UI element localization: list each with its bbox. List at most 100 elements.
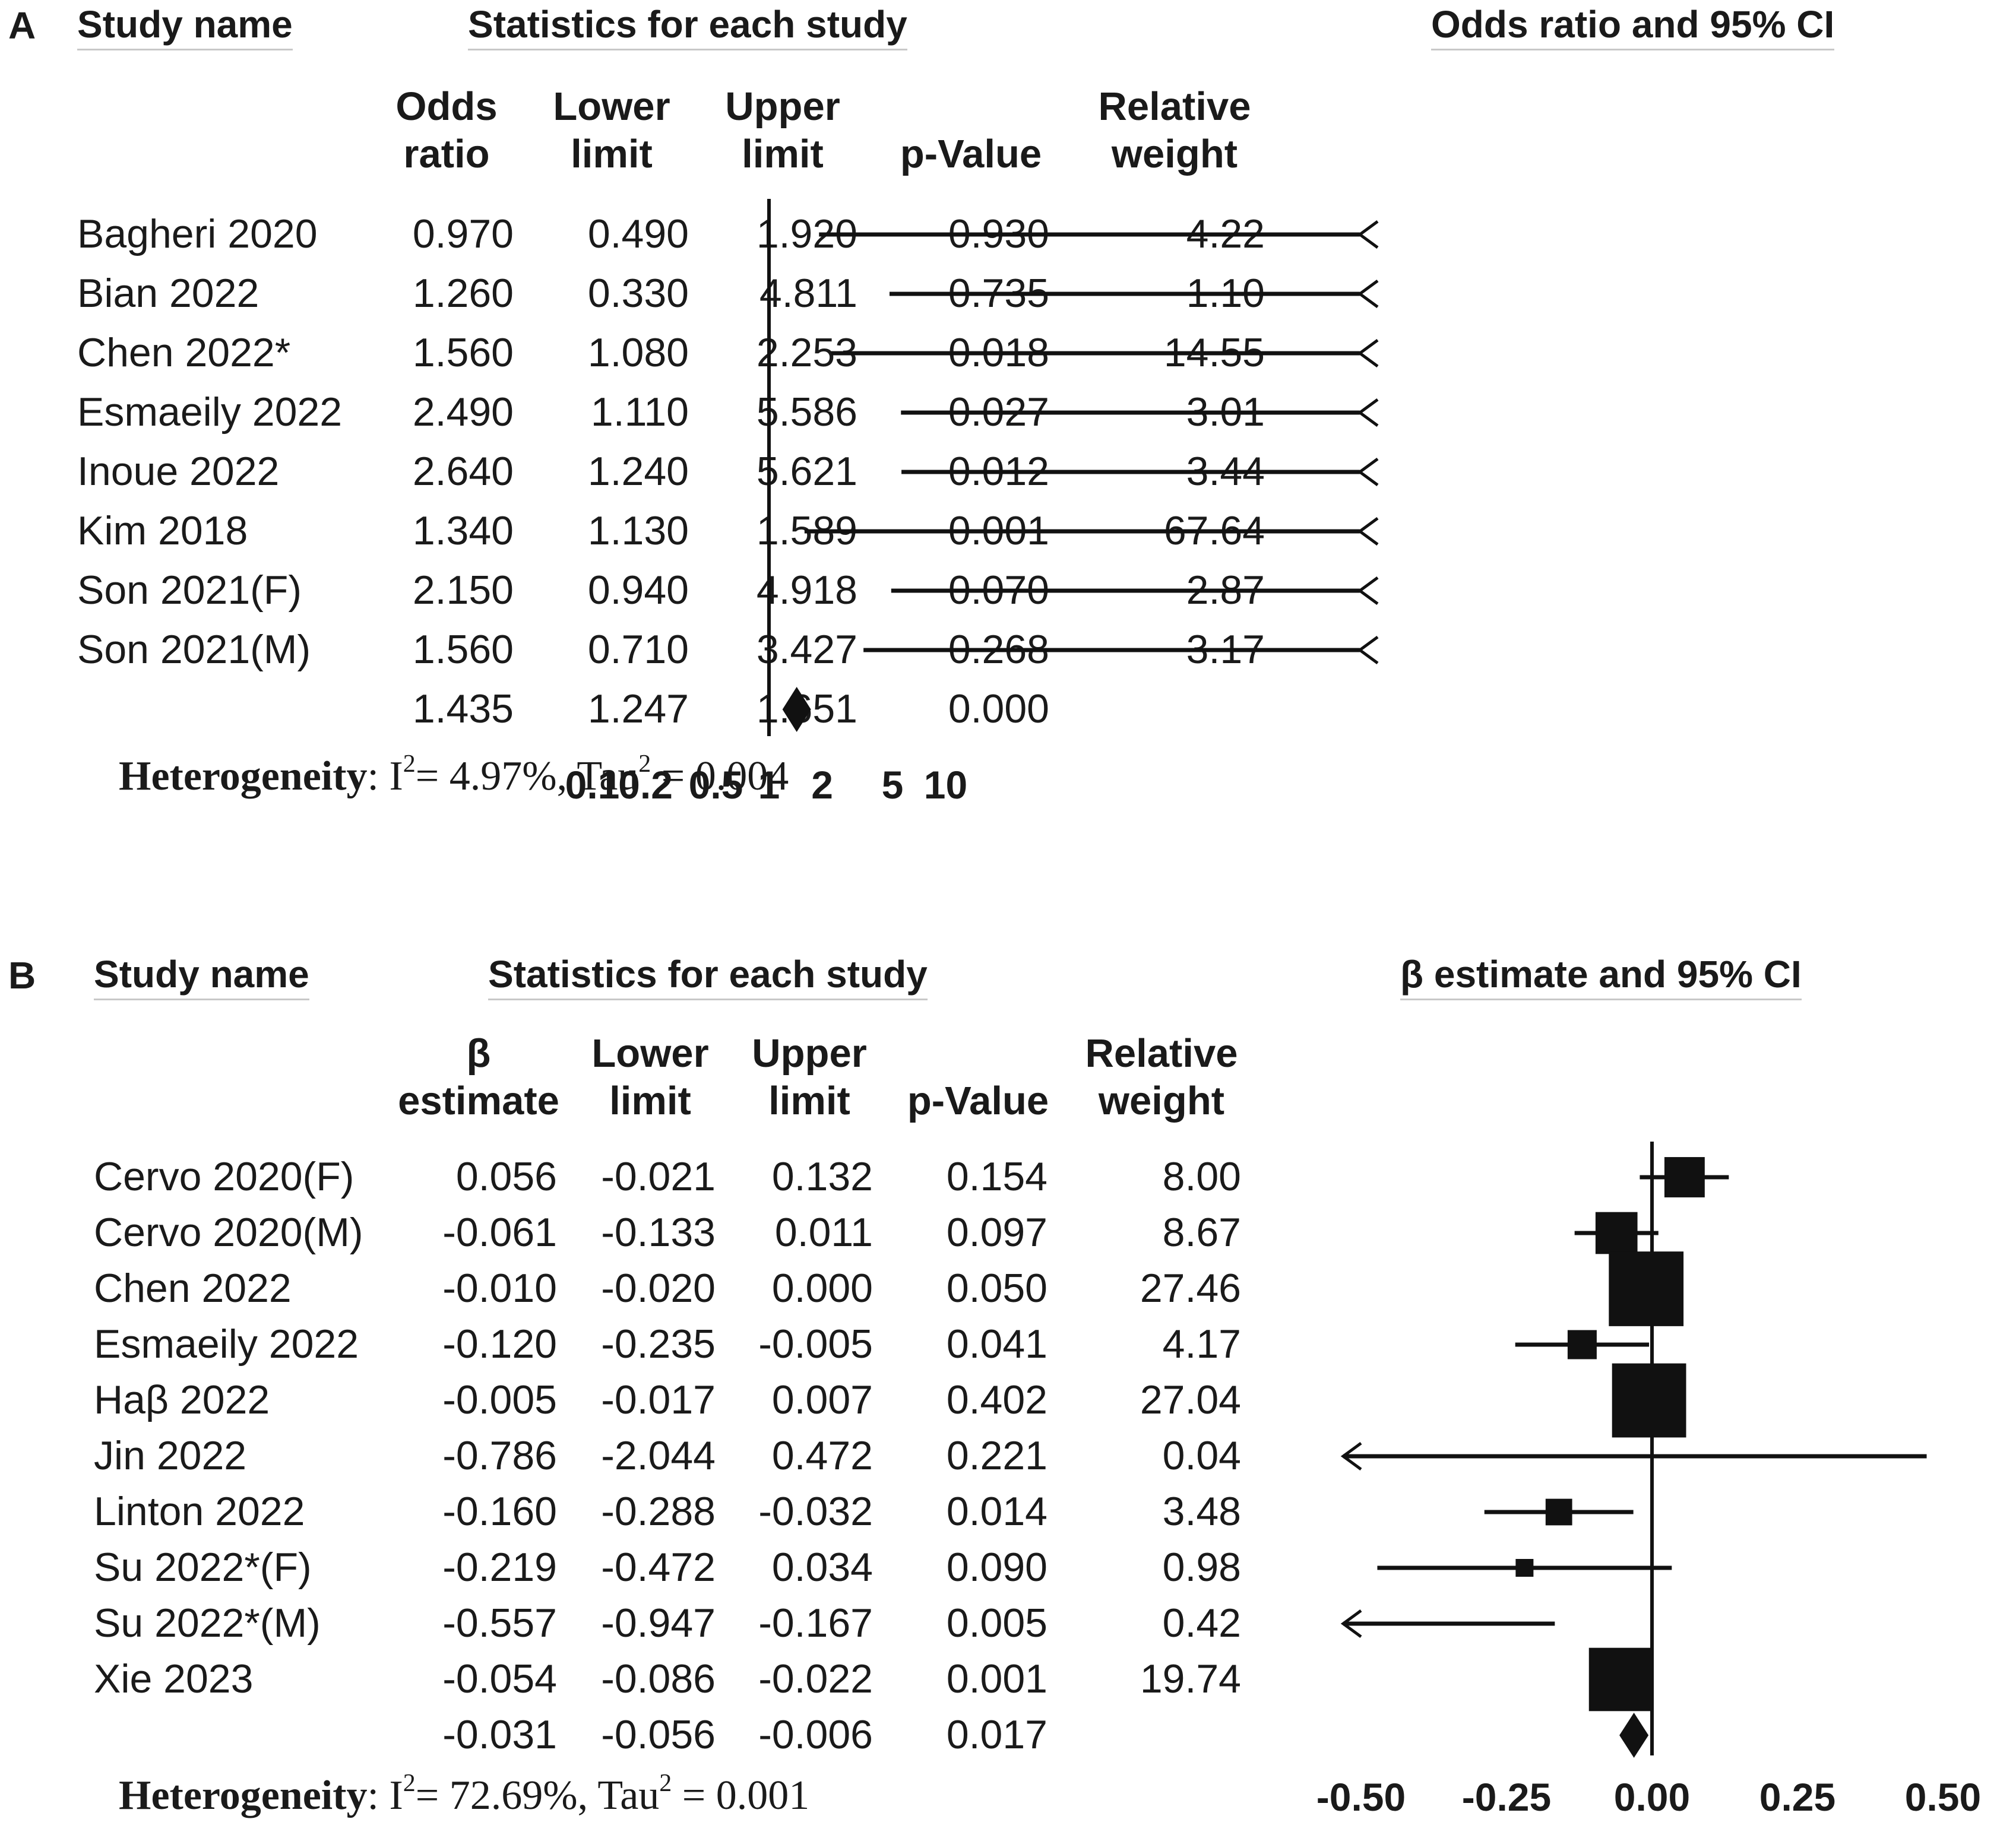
x-tick-label: 0.00 bbox=[1614, 1775, 1690, 1819]
lower-limit-cell: 0.330 bbox=[587, 271, 689, 316]
ci-arrow bbox=[1357, 279, 1379, 309]
estimate-cell: -0.786 bbox=[442, 1433, 557, 1478]
p-value-cell: 0.001 bbox=[946, 1656, 1047, 1701]
estimate-cell: 0.970 bbox=[412, 211, 514, 256]
estimate-cell: 2.490 bbox=[412, 389, 514, 435]
weight-cell: 8.67 bbox=[1162, 1210, 1241, 1255]
p-value-cell: 0.014 bbox=[946, 1489, 1047, 1534]
study-name: Inoue 2022 bbox=[77, 449, 280, 494]
lower-limit-cell: -0.017 bbox=[601, 1377, 716, 1422]
point-estimate-box bbox=[1545, 1498, 1572, 1526]
heterogeneity-label: Heterogeneity bbox=[119, 1773, 368, 1818]
study-name: Su 2022*(M) bbox=[94, 1601, 321, 1646]
column-header: Odds ratio bbox=[346, 83, 547, 178]
column-header-line: Upper bbox=[752, 1031, 867, 1076]
estimate-cell: -0.005 bbox=[442, 1377, 557, 1422]
estimate-cell: 1.560 bbox=[412, 330, 514, 375]
study-name: Su 2022*(F) bbox=[94, 1545, 312, 1590]
lower-limit-cell: -0.133 bbox=[601, 1210, 716, 1255]
forest-plot-a: 0.10.2 0.5 1 2 5 10 bbox=[565, 199, 1379, 807]
upper-limit-cell: 4.811 bbox=[759, 271, 857, 316]
upper-limit-cell: -0.006 bbox=[758, 1712, 873, 1757]
study-name: Jin 2022 bbox=[94, 1433, 247, 1478]
estimate-cell: -0.557 bbox=[442, 1601, 557, 1646]
estimate-cell: 1.560 bbox=[412, 627, 514, 672]
estimate-cell: -0.010 bbox=[442, 1266, 557, 1311]
heterogeneity-line: Heterogeneity: I2= 4.97%, Tau2 = 0.004 bbox=[119, 750, 789, 799]
lower-limit-cell: 0.490 bbox=[587, 211, 689, 256]
point-estimate-box bbox=[1595, 1212, 1638, 1254]
column-header-line: p-Value bbox=[900, 132, 1042, 176]
x-tick-label: -0.50 bbox=[1316, 1775, 1406, 1819]
column-header-line: Relative bbox=[1085, 1031, 1238, 1076]
study-name-header: Study name bbox=[77, 2, 293, 50]
upper-limit-cell: -0.022 bbox=[758, 1656, 873, 1701]
column-header: Upper limit bbox=[682, 83, 884, 178]
estimate-cell: 1.340 bbox=[412, 508, 514, 553]
column-header: p-Value bbox=[870, 83, 1072, 178]
column-header: Relative weight bbox=[1074, 83, 1276, 178]
study-name: Cervo 2020(M) bbox=[94, 1210, 363, 1255]
heterogeneity-label: Heterogeneity bbox=[119, 753, 368, 799]
lower-limit-cell: 0.940 bbox=[587, 568, 689, 613]
ci-header: Odds ratio and 95% CI bbox=[1431, 2, 1835, 50]
panel-a: A Study name Statistics for each study O… bbox=[0, 0, 2016, 843]
estimate-cell: -0.120 bbox=[442, 1321, 557, 1367]
lower-limit-cell: -0.021 bbox=[601, 1154, 716, 1199]
point-estimate-box bbox=[1515, 1559, 1534, 1577]
tau2-value: 0.004 bbox=[695, 753, 789, 799]
estimate-cell: 0.056 bbox=[455, 1154, 557, 1199]
column-header-line: Upper bbox=[725, 84, 840, 129]
upper-limit-cell: 0.007 bbox=[771, 1377, 873, 1422]
study-name: Esmaeily 2022 bbox=[94, 1321, 359, 1367]
statistics-header: Statistics for each study bbox=[468, 2, 907, 50]
ci-arrow bbox=[1357, 338, 1379, 368]
study-name: Kim 2018 bbox=[77, 508, 248, 553]
column-header-line: limit bbox=[768, 1079, 850, 1123]
lower-limit-cell: -0.056 bbox=[601, 1712, 716, 1757]
column-header-line: ratio bbox=[403, 132, 490, 176]
panel-b: B Study name Statistics for each study β… bbox=[0, 950, 2016, 1835]
p-value-cell: 0.221 bbox=[946, 1433, 1047, 1478]
study-name: Bagheri 2020 bbox=[77, 211, 318, 256]
panel-letter: B bbox=[8, 954, 36, 997]
lower-limit-cell: 1.247 bbox=[587, 686, 689, 731]
estimate-cell: -0.031 bbox=[442, 1712, 557, 1757]
x-tick-label: 0.50 bbox=[1905, 1775, 1981, 1819]
column-header-line: limit bbox=[609, 1079, 691, 1123]
point-estimate-box bbox=[1612, 1363, 1686, 1438]
ci-arrow bbox=[1357, 220, 1379, 249]
column-header-line: weight bbox=[1111, 132, 1238, 176]
upper-limit-cell: 0.011 bbox=[774, 1210, 873, 1255]
lower-limit-cell: -0.472 bbox=[601, 1545, 716, 1590]
point-estimate-box bbox=[1609, 1251, 1684, 1326]
upper-limit-cell: 0.000 bbox=[771, 1266, 873, 1311]
ci-arrow bbox=[1340, 1609, 1362, 1638]
column-header: Upper limit bbox=[708, 1030, 910, 1125]
estimate-cell: 1.260 bbox=[412, 271, 514, 316]
point-estimate-box bbox=[1664, 1157, 1705, 1197]
p-value-cell: 0.097 bbox=[946, 1210, 1047, 1255]
x-tick-label: 10 bbox=[924, 763, 967, 807]
x-tick-label: 0.5 bbox=[689, 763, 743, 807]
column-header: Lower limit bbox=[549, 1030, 751, 1125]
tau2-value: 0.001 bbox=[716, 1773, 810, 1818]
estimate-cell: -0.219 bbox=[442, 1545, 557, 1590]
ci-arrow bbox=[1340, 1441, 1362, 1471]
upper-limit-cell: 0.034 bbox=[771, 1545, 873, 1590]
column-header-line: limit bbox=[742, 132, 824, 176]
lower-limit-cell: 1.110 bbox=[590, 389, 689, 435]
pooled-diamond bbox=[782, 687, 811, 732]
column-header: Lower limit bbox=[511, 83, 713, 178]
study-name: Cervo 2020(F) bbox=[94, 1154, 355, 1199]
p-value-cell: 0.017 bbox=[946, 1712, 1047, 1757]
study-name: Haβ 2022 bbox=[94, 1377, 270, 1422]
heterogeneity-line: Heterogeneity: I2= 72.69%, Tau2 = 0.001 bbox=[119, 1770, 810, 1818]
p-value-cell: 0.090 bbox=[946, 1545, 1047, 1590]
p-value-cell: 0.154 bbox=[946, 1154, 1047, 1199]
x-tick-label: -0.25 bbox=[1462, 1775, 1551, 1819]
column-header-line: Lower bbox=[553, 84, 670, 129]
column-header-line: Relative bbox=[1098, 84, 1251, 129]
lower-limit-cell: 1.130 bbox=[587, 508, 689, 553]
column-header-line: β bbox=[466, 1031, 491, 1076]
